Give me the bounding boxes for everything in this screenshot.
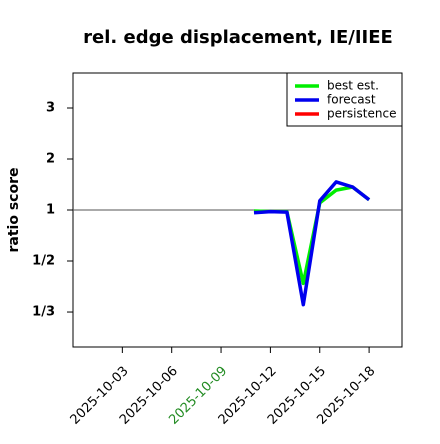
y-tick-label: 1/2	[32, 254, 55, 269]
series-line	[253, 185, 371, 286]
y-axis-label: ratio score	[6, 168, 22, 253]
series-line	[253, 180, 371, 307]
chart-title: rel. edge displacement, IE/IIEE	[83, 27, 393, 48]
y-tick-label: 1	[46, 203, 55, 218]
legend-label: forecast	[327, 93, 376, 107]
y-tick-label: 1/3	[32, 305, 55, 320]
legend-label: best est.	[327, 79, 379, 93]
y-tick-label: 3	[46, 100, 55, 115]
legend-label: persistence	[327, 107, 396, 121]
y-tick-label: 2	[46, 151, 55, 166]
